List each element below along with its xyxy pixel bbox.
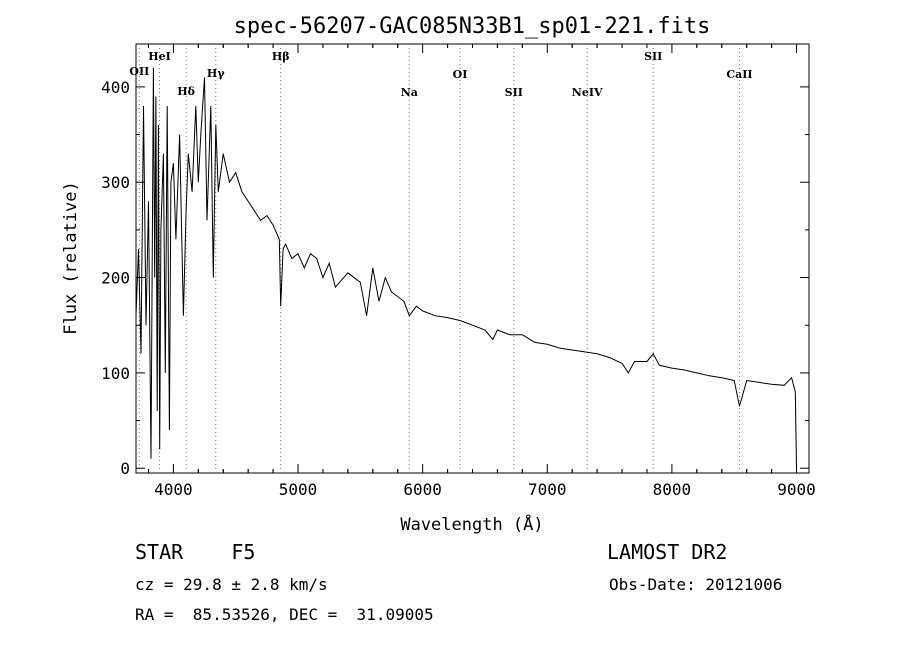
y-axis-label: Flux (relative) — [61, 181, 81, 335]
object-class: STAR F5 — [135, 540, 256, 564]
y-tick-label: 300 — [101, 173, 130, 192]
survey-name: LAMOST DR2 — [607, 540, 728, 564]
line-label: OI — [453, 68, 468, 81]
line-label: Hγ — [207, 67, 225, 80]
line-label: HeI — [148, 50, 171, 63]
spectrum-line — [135, 67, 797, 469]
ra-dec: RA = 85.53526, DEC = 31.09005 — [135, 605, 434, 624]
y-tick-label: 0 — [120, 459, 130, 478]
line-label: SII — [505, 86, 523, 99]
line-label: Na — [401, 86, 418, 99]
x-tick-label: 4000 — [154, 480, 193, 499]
line-label: NeIV — [572, 86, 603, 99]
line-label: Hβ — [272, 50, 290, 63]
x-tick-label: 5000 — [279, 480, 318, 499]
plot-frame — [135, 43, 810, 474]
axes: 4000 5000 6000 7000 8000 9000 0 100 200 300 400 — [101, 44, 816, 499]
x-tick-label: 8000 — [653, 480, 692, 499]
x-axis-label: Wavelength (Å) — [400, 513, 543, 535]
chart-title: spec-56207-GAC085N33B1_sp01-221.fits — [234, 14, 711, 39]
line-label: CaII — [726, 68, 752, 81]
line-markers — [138, 44, 740, 473]
line-label: OII — [129, 65, 149, 78]
y-tick-label: 400 — [101, 78, 130, 97]
line-label: Hδ — [177, 85, 195, 98]
x-tick-label: 7000 — [528, 480, 567, 499]
y-tick-label: 100 — [101, 364, 130, 383]
line-label: SII — [644, 50, 662, 63]
obs-date: Obs-Date: 20121006 — [609, 575, 783, 594]
y-tick-label: 200 — [101, 269, 130, 288]
x-tick-label: 9000 — [777, 480, 816, 499]
line-labels: OII HeI Hδ Hγ Hβ Na OI SII NeIV SII CaII — [129, 50, 752, 99]
x-tick-label: 6000 — [403, 480, 442, 499]
redshift-cz: cz = 29.8 ± 2.8 km/s — [135, 575, 328, 594]
